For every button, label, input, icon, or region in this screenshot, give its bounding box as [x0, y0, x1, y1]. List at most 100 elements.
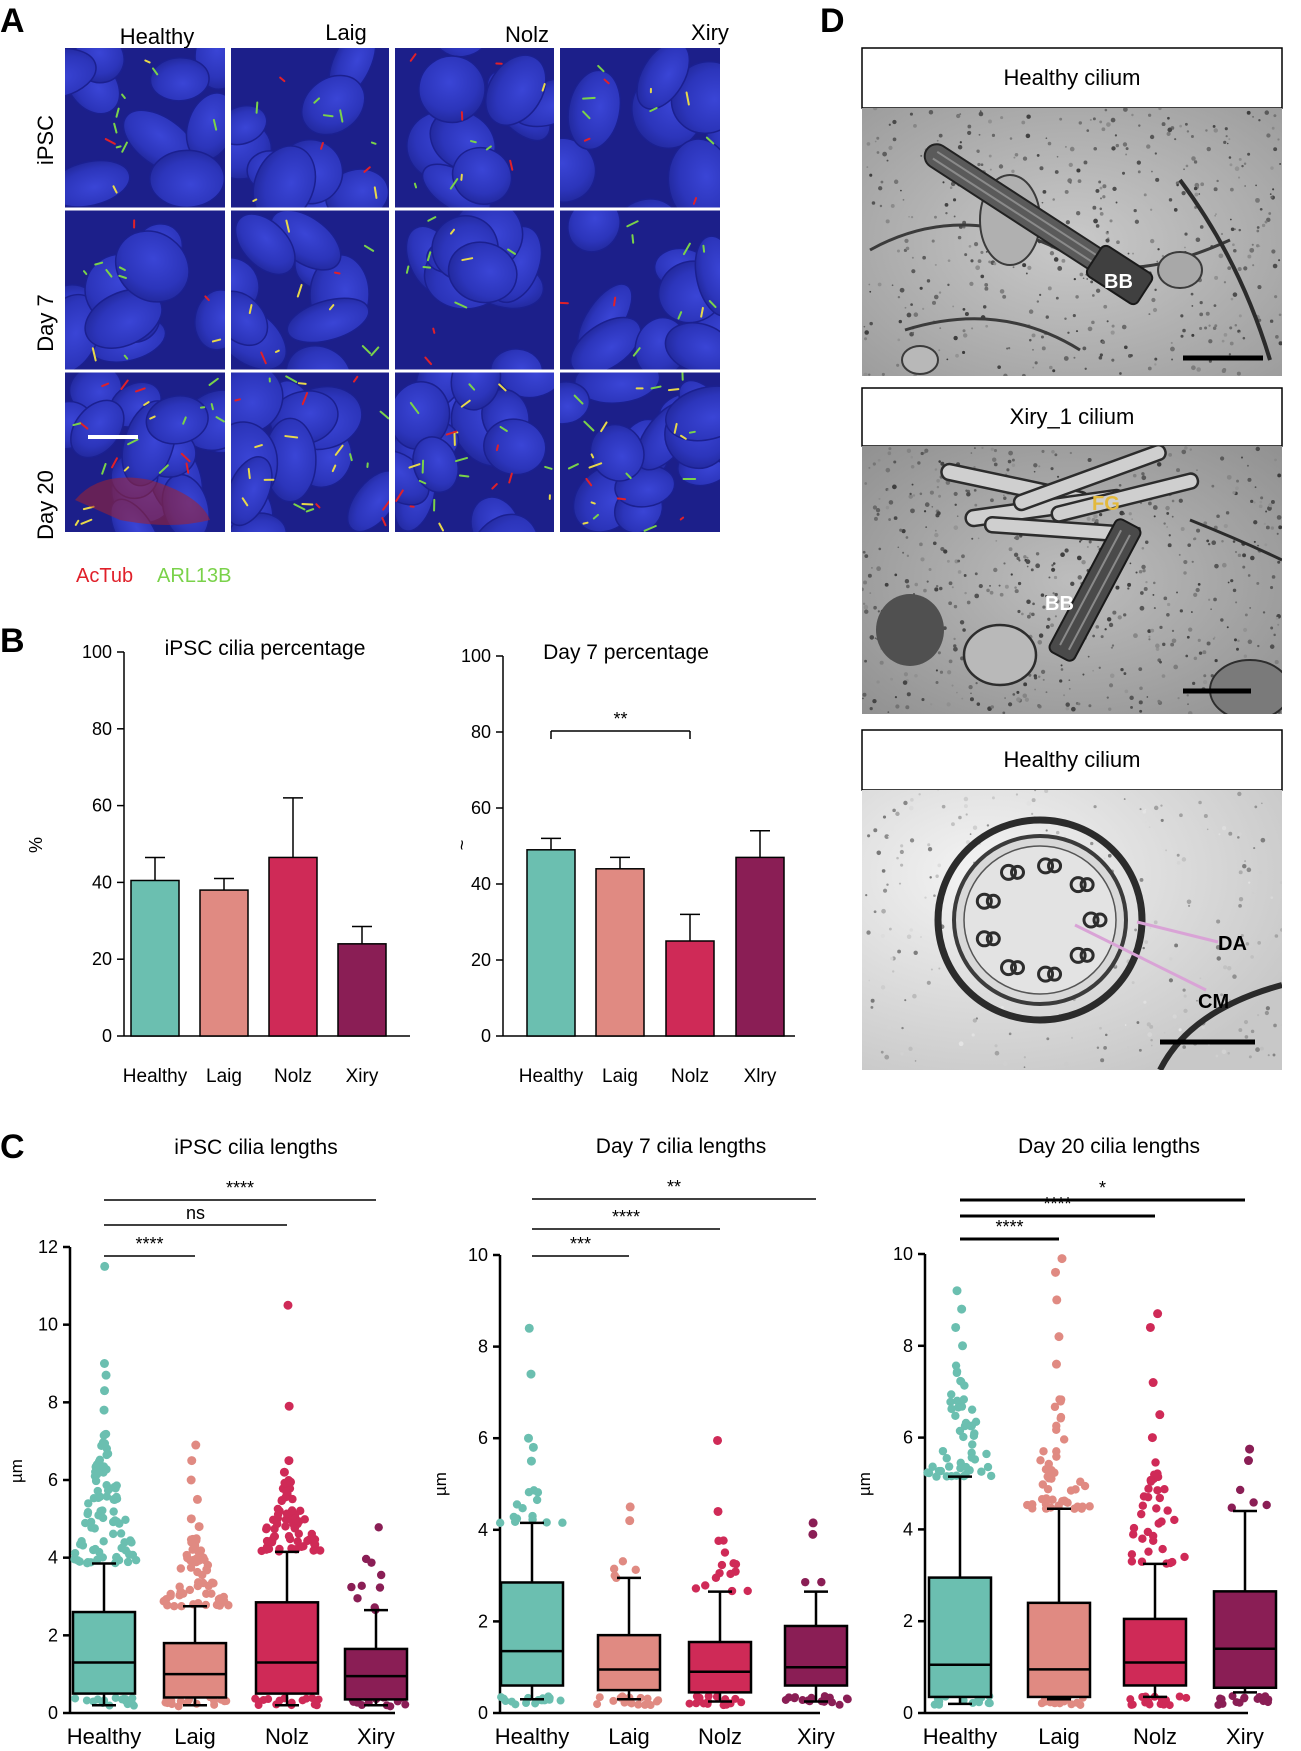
- tem-texture-dot: [1063, 356, 1069, 361]
- tem-texture-dot: [1012, 458, 1015, 462]
- microscopy-tile: [231, 48, 391, 208]
- tem-texture-dot: [891, 284, 894, 287]
- tem-texture-dot: [970, 259, 974, 263]
- tem-texture-dot: [1173, 664, 1179, 670]
- outlier-point: [1137, 1509, 1146, 1519]
- tem-texture-dot: [1042, 189, 1047, 194]
- tem-texture-dot: [1199, 326, 1203, 330]
- x-category-label: Healthy: [123, 1066, 188, 1087]
- tem-texture-dot: [1092, 634, 1095, 638]
- tem-texture-dot: [1223, 140, 1227, 144]
- tem-texture-dot: [1197, 638, 1201, 642]
- outlier-point: [970, 1429, 979, 1438]
- tem-texture-dot: [1273, 633, 1276, 637]
- outlier-point: [528, 1442, 538, 1452]
- tem-texture-dot: [1154, 288, 1157, 292]
- tem-texture-dot: [1099, 353, 1103, 357]
- outlier-point: [1129, 1530, 1138, 1539]
- tem-texture-dot: [1257, 544, 1259, 547]
- tem-texture-dot: [1186, 635, 1190, 639]
- tem-texture-dot: [902, 680, 908, 685]
- microtubule-doublet: [1000, 863, 1017, 881]
- outlier-point: [714, 1536, 723, 1546]
- tem-texture-dot: [989, 584, 991, 587]
- tem-texture-dot: [965, 489, 968, 493]
- cilium-mark: [613, 296, 617, 307]
- tem-texture-dot: [1107, 853, 1112, 858]
- microtubule-doublet: [1069, 876, 1087, 894]
- tem-texture-dot: [897, 295, 901, 299]
- tem-texture-dot: [1171, 499, 1175, 503]
- tem-texture-dot: [1221, 339, 1225, 343]
- tem-texture-dot: [938, 133, 943, 138]
- outlier-point: [982, 1449, 991, 1459]
- tem-texture-dot: [892, 808, 896, 813]
- tem-texture-dot: [936, 485, 940, 489]
- tem-texture-dot: [935, 584, 939, 588]
- tem-texture-dot: [1075, 211, 1081, 216]
- cell-nucleus: [149, 149, 225, 208]
- tem-texture-dot: [1230, 187, 1234, 192]
- tem-texture-dot: [1195, 587, 1200, 593]
- tem-texture-dot: [934, 532, 939, 538]
- cilium-mark: [460, 399, 471, 408]
- tem-texture-dot: [1218, 253, 1224, 259]
- tem-texture-dot: [1269, 193, 1272, 195]
- tem-texture-dot: [1128, 512, 1132, 516]
- tem-texture-dot: [1038, 465, 1041, 468]
- tem-texture-dot: [866, 930, 871, 935]
- tem-texture-dot: [1151, 170, 1153, 173]
- tem-texture-dot: [1244, 185, 1247, 187]
- tem-texture-dot: [1236, 371, 1241, 376]
- y-axis-label: µm: [855, 1472, 874, 1496]
- tem-texture-dot: [1032, 348, 1034, 351]
- tem-texture-dot: [862, 550, 866, 554]
- tem-texture-dot: [1270, 166, 1274, 170]
- tem-texture-dot: [1008, 1032, 1012, 1036]
- tem-texture-dot: [901, 529, 906, 534]
- tem-texture-dot: [1271, 575, 1276, 579]
- outlier-point: [951, 1411, 960, 1420]
- outlier-point: [791, 1693, 800, 1702]
- tem-texture-dot: [1257, 285, 1262, 290]
- tem-texture-dot: [1214, 324, 1218, 328]
- outlier-point: [1059, 1435, 1069, 1444]
- tem-texture-dot: [1068, 162, 1073, 168]
- outlier-point: [310, 1700, 319, 1709]
- tem-texture-dot: [1035, 552, 1040, 556]
- outlier-point: [731, 1567, 740, 1576]
- tem3-title-box: [861, 729, 1283, 791]
- tem-texture-dot: [938, 460, 941, 463]
- tem-texture-dot: [1123, 798, 1126, 800]
- tem-texture-dot: [1229, 341, 1234, 346]
- tem-texture-dot: [964, 311, 969, 316]
- x-category-label: Xiry: [797, 1724, 835, 1749]
- tem-texture-dot: [913, 950, 918, 956]
- tem-texture-dot: [898, 319, 902, 324]
- outlier-point: [956, 1376, 965, 1386]
- outlier-point: [203, 1560, 213, 1570]
- cilium-mark: [700, 306, 704, 318]
- outlier-point: [273, 1510, 283, 1519]
- tem-texture-dot: [976, 702, 981, 706]
- outlier-point: [1044, 1474, 1054, 1483]
- tem-texture-dot: [1165, 505, 1170, 511]
- tem-texture-dot: [1112, 610, 1117, 615]
- tem-texture-dot: [938, 967, 941, 970]
- cilium-mark: [82, 270, 88, 276]
- tem-texture-dot: [909, 805, 914, 811]
- tem-texture-dot: [1110, 646, 1114, 649]
- tem-texture-dot: [1277, 473, 1282, 478]
- outlier-point: [215, 1601, 224, 1610]
- tem-texture-dot: [1259, 1046, 1264, 1051]
- outlier-point: [951, 1322, 961, 1332]
- tem-texture-dot: [1198, 193, 1201, 195]
- tem-texture-dot: [927, 847, 933, 852]
- tem-texture-dot: [976, 149, 980, 153]
- outlier-point: [296, 1506, 305, 1516]
- outlier-point: [743, 1586, 752, 1596]
- tem-texture-dot: [1250, 1029, 1255, 1034]
- tem-texture-dot: [945, 211, 948, 215]
- tem-texture-dot: [997, 365, 1001, 369]
